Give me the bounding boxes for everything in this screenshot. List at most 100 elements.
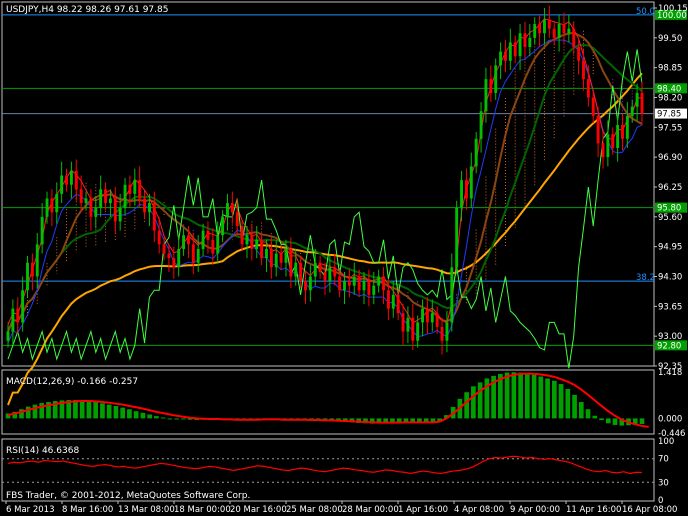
candle-body xyxy=(235,212,239,227)
macd-histogram-bar xyxy=(477,382,483,419)
candle-body xyxy=(362,281,366,291)
candle-body xyxy=(99,189,103,208)
candle-body xyxy=(338,276,342,291)
level-label: 95.80 xyxy=(657,204,681,214)
candle-body xyxy=(279,253,283,263)
candle-body xyxy=(591,97,595,116)
candle-body xyxy=(123,184,127,208)
indicator-lines xyxy=(7,18,643,406)
macd-tick-label: 1.418 xyxy=(658,368,682,378)
candle-body xyxy=(255,239,259,249)
candle-body xyxy=(343,281,346,291)
candle-body xyxy=(372,285,376,295)
macd-histogram-bar xyxy=(417,418,422,423)
candle-body xyxy=(547,19,551,29)
candle-body xyxy=(621,125,624,139)
candle-body xyxy=(240,226,244,245)
candle-body xyxy=(265,248,268,259)
copyright-footer: FBS Trader, © 2001-2012, MetaQuotes Soft… xyxy=(6,491,250,501)
price-tick-label: 93.00 xyxy=(658,332,682,342)
candle-body xyxy=(513,42,517,57)
macd-histogram-bar xyxy=(73,400,78,419)
macd-histogram-bar xyxy=(167,418,173,420)
candle-body xyxy=(430,313,434,323)
candle-body xyxy=(411,317,415,341)
macd-histogram-bar xyxy=(93,402,99,419)
time-tick-label: 25 Mar 08:00 xyxy=(286,505,343,515)
candle-body xyxy=(460,180,464,208)
macd-histogram-bar xyxy=(140,412,146,419)
macd-histogram-bar xyxy=(491,375,496,419)
time-axis: 6 Mar 2013 8 Mar 16:00 13 Mar 08:00 18 Mar … xyxy=(5,501,677,515)
macd-tick-label: -0.446 xyxy=(658,429,685,439)
candle-body xyxy=(133,180,137,194)
time-tick-label: 8 Mar 16:00 xyxy=(62,505,113,515)
candle-body xyxy=(186,235,190,245)
candle-body xyxy=(108,198,112,204)
candle-body xyxy=(577,47,581,61)
macd-histogram-bar xyxy=(79,400,85,419)
candle-body xyxy=(221,216,225,236)
candle-body xyxy=(40,216,44,245)
candle-body xyxy=(128,184,132,194)
candle-body xyxy=(294,262,298,277)
time-tick-label: 18 Mar 00:00 xyxy=(174,505,231,515)
candle-body xyxy=(333,267,337,277)
candle-body xyxy=(299,262,303,282)
ma-darkgreen-line xyxy=(7,44,643,332)
candle-body xyxy=(196,248,200,263)
candle-body xyxy=(552,28,556,38)
candle-body xyxy=(611,134,615,148)
macd-panel-frame xyxy=(1,369,655,435)
macd-histogram-bar xyxy=(565,388,571,419)
macd-histogram-bar xyxy=(19,409,24,419)
macd-histogram-bar xyxy=(396,418,402,423)
macd-histogram-bar xyxy=(511,372,517,419)
candle-body xyxy=(499,51,503,66)
macd-histogram-bar xyxy=(12,411,18,419)
rsi-tick-label: 100 xyxy=(658,437,674,447)
macd-histogram-bar xyxy=(390,418,395,423)
price-tick-label: 94.95 xyxy=(658,243,682,253)
macd-histogram-bar xyxy=(538,376,544,419)
candle-body xyxy=(367,281,371,295)
fib-level-label: 50.0 xyxy=(636,7,655,17)
price-tick-label: 96.90 xyxy=(658,153,682,163)
candle-body xyxy=(616,125,620,148)
candle-body xyxy=(352,276,356,286)
candle-body xyxy=(630,106,634,116)
candle-body xyxy=(543,19,546,34)
macd-indicator: 1.418 0.000 -0.446 xyxy=(5,368,685,439)
macd-histogram-bar xyxy=(471,386,476,419)
macd-histogram-bar xyxy=(106,404,112,419)
candle-body xyxy=(304,281,307,291)
macd-histogram-bar xyxy=(100,403,105,419)
rsi-label: RSI(14) 46.6368 xyxy=(6,446,79,456)
candle-body xyxy=(45,198,49,217)
candle-body xyxy=(406,317,410,332)
candle-body xyxy=(94,207,98,217)
macd-histogram-bar xyxy=(619,418,625,426)
price-tick-label: 99.50 xyxy=(658,34,682,44)
macd-histogram-bar xyxy=(444,415,449,419)
macd-histogram-bar xyxy=(504,372,510,419)
price-tick-label: 100.15 xyxy=(658,4,688,14)
candle-body xyxy=(250,235,254,249)
rsi-tick-label: 0 xyxy=(658,496,663,506)
price-tick-label: 94.30 xyxy=(658,273,682,283)
candle-body xyxy=(162,244,166,254)
candle-body xyxy=(503,51,507,61)
macd-histogram-bar xyxy=(525,373,530,419)
macd-histogram-bar xyxy=(551,380,557,419)
candle-body xyxy=(518,33,522,57)
level-label-box xyxy=(655,9,687,20)
candle-body xyxy=(562,24,566,34)
macd-histogram-bar xyxy=(383,418,389,423)
candle-body xyxy=(230,203,234,213)
candle-body xyxy=(50,198,54,213)
macd-histogram-bar xyxy=(558,384,564,419)
macd-histogram-bar xyxy=(423,418,429,423)
price-candles xyxy=(6,5,644,355)
level-label-box xyxy=(655,83,687,94)
